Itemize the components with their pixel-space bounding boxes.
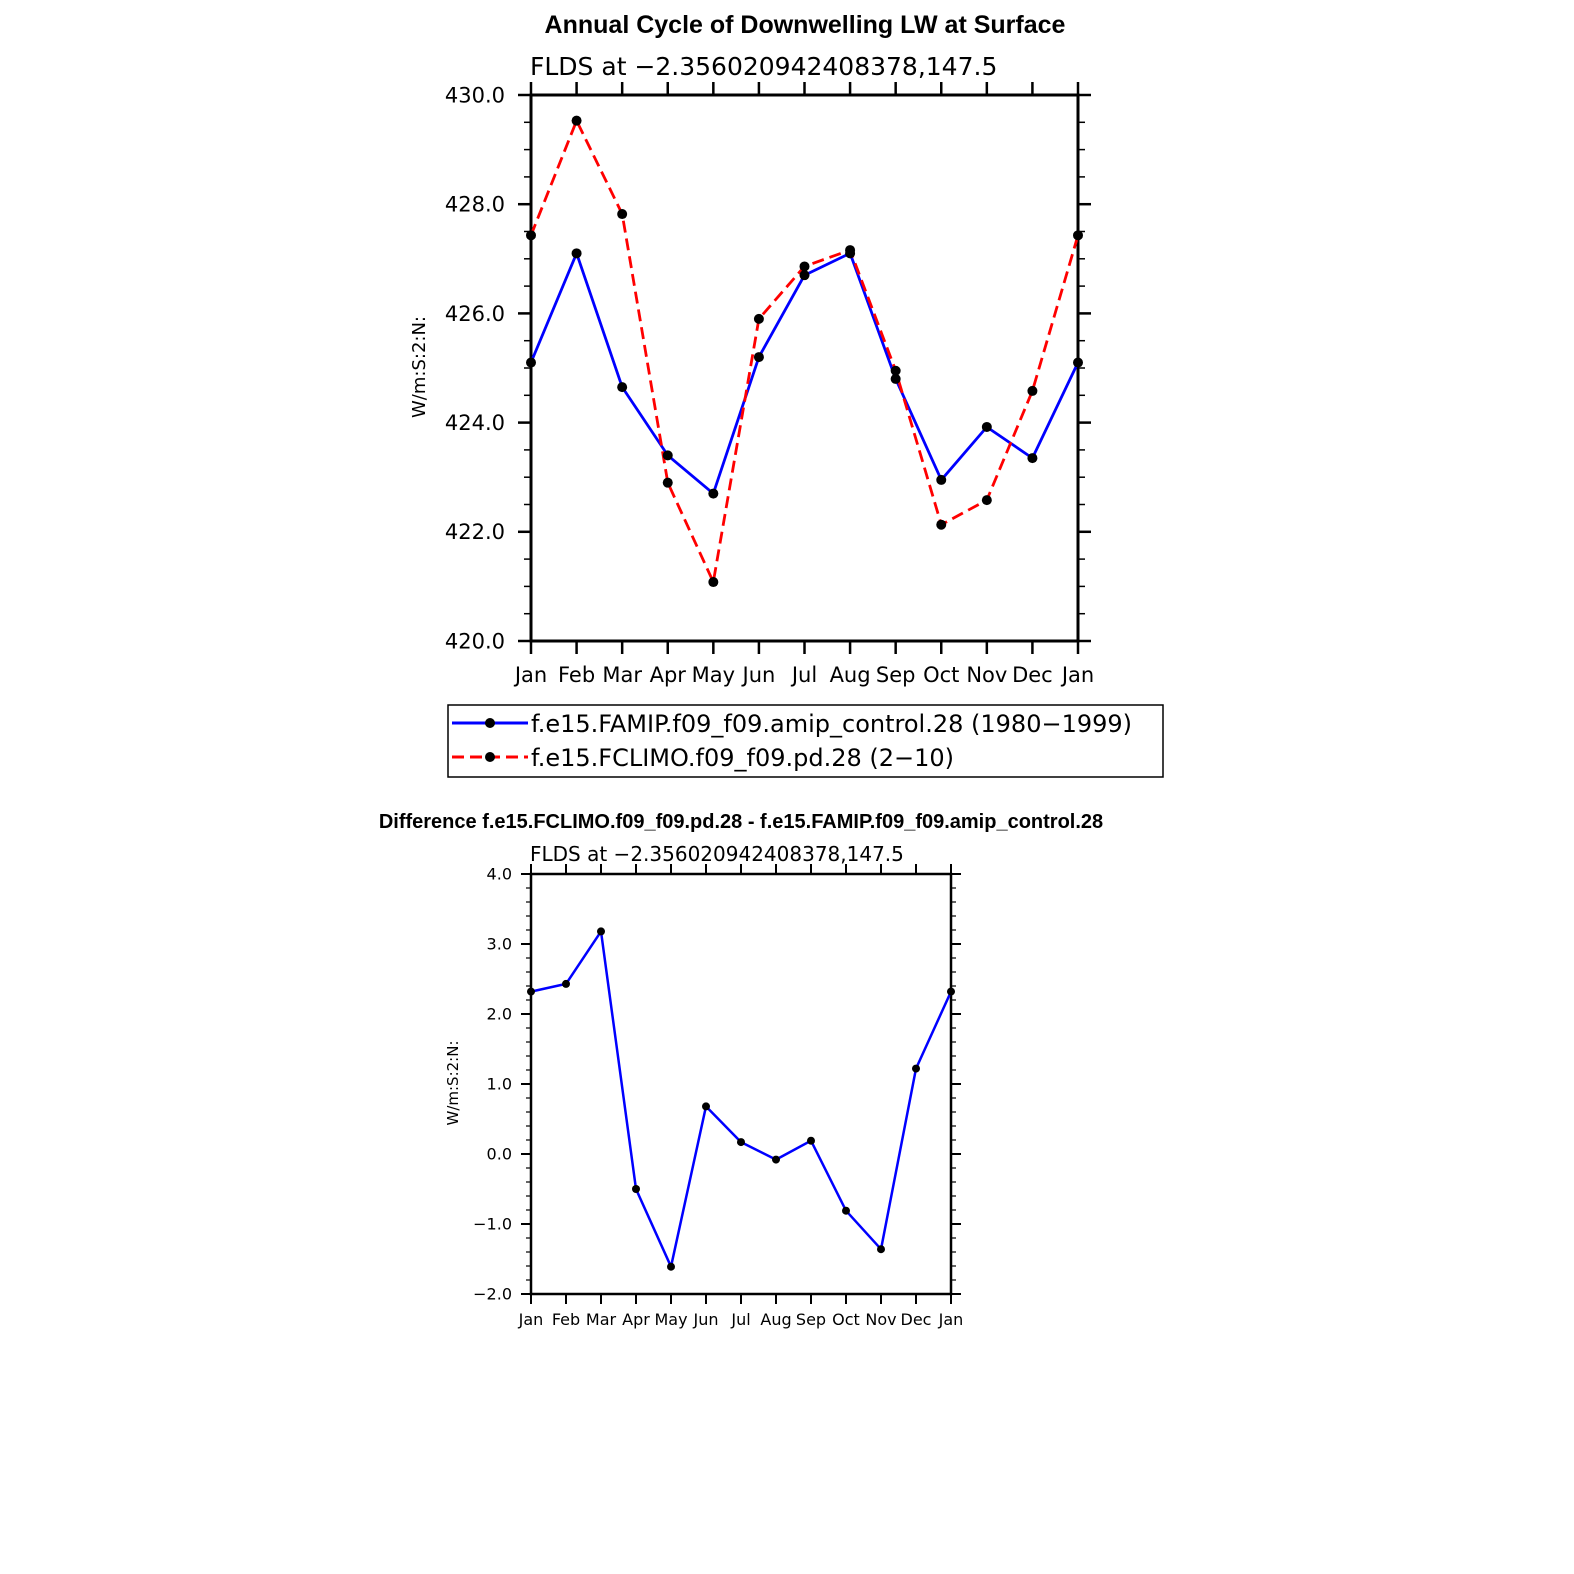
data-point [981, 421, 992, 432]
y-tick-label: −2.0 [473, 1285, 512, 1304]
data-point [571, 248, 582, 259]
y-tick-label: 4.0 [487, 865, 512, 884]
data-point [702, 1102, 710, 1111]
y-tick-label: 2.0 [487, 1005, 512, 1024]
annual-cycle-chart: Annual Cycle of Downwelling LW at Surfac… [409, 11, 1094, 687]
data-point [708, 488, 719, 499]
legend-label-fclimo: f.e15.FCLIMO.f09_f09.pd.28 (2−10) [531, 744, 954, 772]
plot-frame [529, 93, 1080, 643]
y-tick-label: 0.0 [487, 1145, 512, 1164]
x-tick-label: Jul [730, 1310, 750, 1329]
data-point [753, 352, 764, 363]
x-tick-label: Dec [1012, 663, 1053, 687]
x-tick-label: Jan [938, 1310, 964, 1329]
y-tick-label: 426.0 [445, 302, 505, 326]
x-tick-label: Jun [693, 1310, 719, 1329]
series-line [529, 119, 1080, 584]
x-tick-label: May [654, 1310, 687, 1329]
series-line [529, 251, 1080, 496]
data-point [799, 270, 810, 281]
chart-subtitle: FLDS at −2.356020942408378,147.5 [530, 842, 904, 866]
x-tick-label: Nov [865, 1310, 896, 1329]
x-tick-label: Dec [901, 1310, 932, 1329]
x-tick-label: Nov [966, 663, 1007, 687]
data-point [912, 1064, 920, 1073]
difference-chart: Difference f.e15.FCLIMO.f09_f09.pd.28 - … [379, 811, 1103, 1329]
x-tick-label: May [692, 663, 735, 687]
y-tick-label: −1.0 [473, 1215, 512, 1234]
data-point [737, 1138, 745, 1147]
data-point [799, 261, 810, 272]
data-point [526, 357, 536, 368]
data-point [936, 474, 947, 485]
data-point [617, 382, 628, 393]
legend-label-famip: f.e15.FAMIP.f09_f09.amip_control.28 (198… [531, 710, 1132, 738]
x-tick-label: Apr [650, 663, 687, 687]
x-tick-label: Feb [552, 1310, 580, 1329]
data-point [877, 1245, 885, 1254]
data-point [842, 1206, 850, 1215]
data-point [981, 495, 992, 506]
x-tick-label: Jun [741, 663, 776, 687]
x-tick-label: Apr [622, 1310, 650, 1329]
y-tick-label: 428.0 [445, 193, 505, 217]
legend-marker-famip [485, 718, 495, 728]
data-point [662, 450, 673, 461]
data-point [597, 927, 605, 936]
data-point [708, 577, 719, 588]
data-point [890, 373, 901, 384]
y-tick-label: 1.0 [487, 1075, 512, 1094]
data-point [1027, 385, 1038, 396]
data-point [807, 1136, 815, 1145]
x-tick-label: Aug [830, 663, 871, 687]
x-tick-label: Jan [518, 1310, 544, 1329]
data-point [632, 1185, 640, 1193]
data-point [890, 365, 901, 376]
x-tick-label: Mar [586, 1310, 617, 1329]
y-tick-label: 430.0 [445, 83, 505, 107]
data-point [571, 115, 582, 126]
y-tick-label: 422.0 [445, 520, 505, 544]
x-tick-label: Oct [832, 1310, 860, 1329]
data-point [526, 230, 536, 241]
y-tick-label: 3.0 [487, 935, 512, 954]
legend-box [447, 704, 1164, 778]
y-axis-label: W/m:S:2:N: [444, 1041, 462, 1126]
chart-title: Annual Cycle of Downwelling LW at Surfac… [545, 11, 1066, 39]
data-point [1073, 230, 1083, 241]
data-point [753, 313, 764, 324]
data-point [845, 245, 856, 256]
x-tick-label: Jan [1060, 663, 1094, 687]
x-tick-label: Sep [796, 1310, 826, 1329]
data-point [772, 1155, 780, 1164]
x-tick-label: Jan [513, 663, 547, 687]
data-point [527, 987, 535, 996]
plot-frame [529, 872, 953, 1296]
x-tick-label: Oct [923, 663, 959, 687]
data-point [1073, 357, 1083, 368]
data-point [936, 519, 947, 530]
data-point [617, 209, 628, 220]
x-tick-label: Sep [876, 663, 916, 687]
data-point [667, 1262, 675, 1271]
y-tick-label: 420.0 [445, 629, 505, 653]
series-line [530, 930, 953, 1268]
x-tick-label: Aug [760, 1310, 791, 1329]
chart-subtitle: FLDS at −2.356020942408378,147.5 [530, 52, 997, 81]
data-point [562, 979, 570, 988]
y-tick-label: 424.0 [445, 411, 505, 435]
x-tick-label: Mar [602, 663, 642, 687]
y-axis-label: W/m:S:2:N: [409, 316, 430, 418]
data-point [662, 477, 673, 488]
data-point [1027, 453, 1038, 464]
data-point [947, 987, 955, 996]
legend-marker-fclimo [485, 752, 495, 762]
x-tick-label: Jul [790, 663, 817, 687]
legend: f.e15.FAMIP.f09_f09.amip_control.28 (198… [447, 704, 1164, 778]
x-tick-label: Feb [558, 663, 595, 687]
chart-title: Difference f.e15.FCLIMO.f09_f09.pd.28 - … [379, 811, 1103, 833]
